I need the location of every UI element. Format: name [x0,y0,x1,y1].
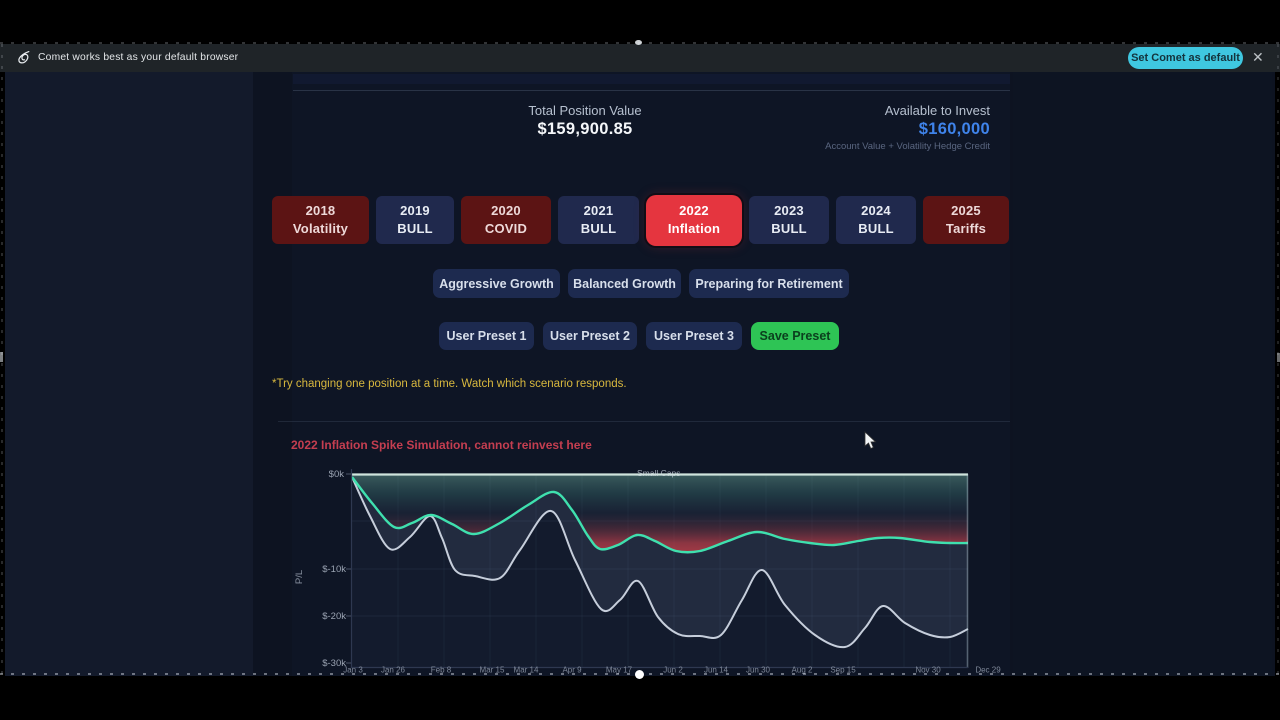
svg-text:Small Caps: Small Caps [637,468,680,478]
svg-text:$-30k: $-30k [322,658,346,669]
svg-text:Mar 15: Mar 15 [480,666,505,675]
svg-text:Aug 2: Aug 2 [792,666,813,675]
svg-text:$0k: $0k [329,469,345,480]
svg-text:Dec 29: Dec 29 [975,666,1001,675]
svg-text:May 17: May 17 [606,666,633,675]
svg-text:$-20k: $-20k [322,611,346,622]
svg-text:Jan 3: Jan 3 [343,666,363,675]
svg-text:Mar 14: Mar 14 [514,666,539,675]
svg-text:Nov 30: Nov 30 [915,666,941,675]
svg-text:Jun 30: Jun 30 [746,666,771,675]
svg-text:Jun 2: Jun 2 [663,666,683,675]
svg-text:Jan 26: Jan 26 [381,666,406,675]
svg-text:Sep 15: Sep 15 [830,666,856,675]
svg-text:$-10k: $-10k [322,564,346,575]
svg-text:Feb 8: Feb 8 [431,666,452,675]
svg-text:Apr 9: Apr 9 [562,666,582,675]
svg-text:Jun 14: Jun 14 [704,666,729,675]
svg-text:P/L: P/L [294,570,305,584]
